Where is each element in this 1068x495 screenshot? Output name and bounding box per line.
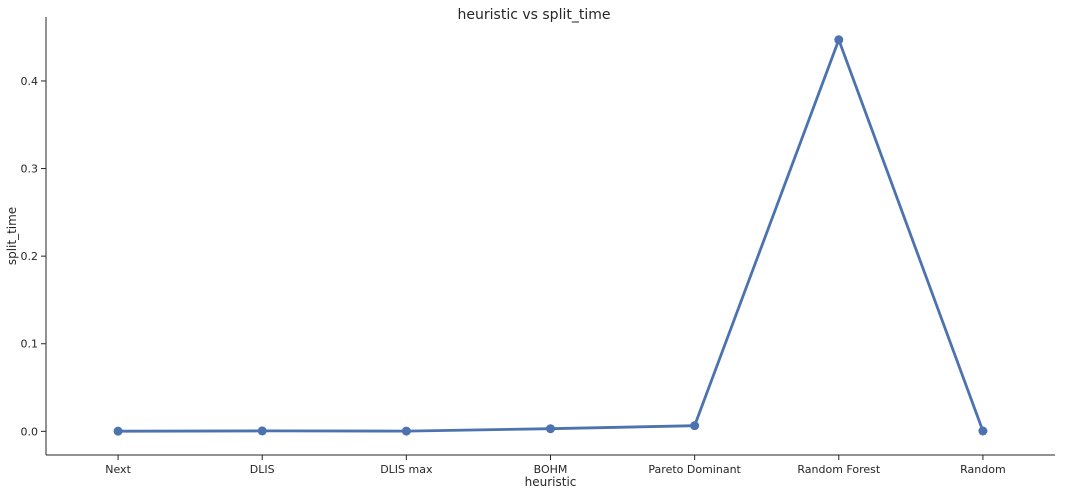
data-point-dlis xyxy=(257,426,267,436)
y-tick-label: 0.0 xyxy=(21,425,39,438)
x-tick-label: Random xyxy=(960,463,1006,476)
x-axis-ticks: Next DLIS DLIS max BOHM Pareto Dominant Rando… xyxy=(105,455,1006,476)
x-tick-label: Pareto Dominant xyxy=(648,463,741,476)
chart-title: heuristic vs split_time xyxy=(458,7,611,23)
data-point-next xyxy=(113,426,123,436)
x-axis-label: heuristic xyxy=(525,475,577,489)
x-tick-label: BOHM xyxy=(534,463,568,476)
x-tick-label: Next xyxy=(105,463,131,476)
data-point-random-forest xyxy=(834,35,844,45)
x-tick-label: Random Forest xyxy=(797,463,880,476)
data-point-dlis-max xyxy=(401,426,411,436)
x-tick-label: DLIS max xyxy=(380,463,433,476)
y-tick-label: 0.2 xyxy=(21,250,39,263)
y-axis-ticks: 0.0 0.1 0.2 0.3 0.4 xyxy=(21,75,46,438)
data-point-pareto-dominant xyxy=(690,421,700,431)
data-point-random xyxy=(978,426,988,436)
y-axis-label: split_time xyxy=(5,207,19,265)
x-tick-label: DLIS xyxy=(250,463,275,476)
data-point-bohm xyxy=(546,424,555,434)
y-tick-label: 0.1 xyxy=(21,338,39,351)
y-tick-label: 0.4 xyxy=(21,75,39,88)
y-tick-label: 0.3 xyxy=(21,163,39,176)
series-layer xyxy=(113,35,988,436)
series-line xyxy=(118,38,985,433)
